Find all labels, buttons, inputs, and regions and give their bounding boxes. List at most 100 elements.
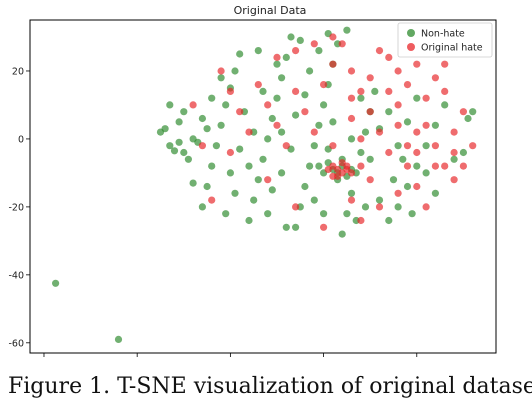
point-non-hate	[208, 162, 216, 170]
point-non-hate	[301, 91, 309, 99]
point-non-hate	[347, 135, 356, 143]
point-non-hate	[422, 169, 430, 177]
point-original-hate	[394, 101, 402, 109]
point-non-hate	[259, 155, 267, 163]
point-non-hate	[338, 230, 346, 238]
point-original-hate	[375, 47, 384, 55]
y-tick-label: -40	[8, 270, 24, 281]
point-original-hate	[347, 196, 356, 204]
point-non-hate	[264, 135, 272, 143]
point-non-hate	[217, 74, 225, 82]
point-original-hate	[450, 148, 458, 157]
legend: Non-hate Original hate	[397, 22, 493, 58]
scatter-chart: Original Data -60 -40 -20 0 20 -60 -40 -20 0 20 N…	[8, 4, 497, 370]
point-original-hate	[357, 135, 365, 143]
point-original-hate	[422, 121, 430, 129]
legend-marker-non-hate	[407, 29, 415, 37]
legend-label-non-hate: Non-hate	[421, 29, 465, 40]
point-original-hate	[375, 203, 384, 211]
point-original-hate	[413, 60, 421, 68]
point-original-hate	[329, 60, 337, 68]
point-non-hate	[361, 203, 370, 211]
point-non-hate	[226, 169, 234, 177]
point-original-hate	[189, 101, 197, 109]
point-non-hate	[184, 155, 192, 163]
point-non-hate	[357, 94, 365, 102]
point-original-hate	[385, 87, 393, 95]
point-original-hate	[329, 142, 337, 150]
point-non-hate	[371, 87, 379, 95]
point-original-hate	[264, 101, 272, 109]
point-non-hate	[399, 155, 407, 163]
point-original-hate	[459, 108, 467, 116]
point-non-hate	[310, 196, 318, 204]
point-non-hate	[236, 50, 244, 58]
point-original-hate	[366, 176, 374, 184]
point-original-hate	[320, 223, 328, 231]
point-non-hate	[222, 101, 230, 109]
point-non-hate	[287, 33, 295, 41]
point-original-hate	[441, 60, 449, 68]
point-non-hate	[292, 223, 300, 231]
point-non-hate	[231, 67, 239, 75]
plot-area	[29, 19, 497, 354]
point-non-hate	[320, 101, 328, 109]
point-original-hate	[366, 74, 374, 82]
point-non-hate	[282, 223, 290, 231]
point-original-hate	[403, 162, 412, 170]
point-non-hate	[217, 121, 225, 129]
point-original-hate	[343, 162, 351, 170]
point-non-hate	[464, 114, 472, 123]
x-tick-label: -40	[129, 359, 145, 360]
x-tick-label: -60	[36, 359, 52, 360]
point-non-hate	[389, 176, 398, 184]
point-non-hate	[203, 125, 211, 133]
point-original-hate	[347, 94, 356, 102]
point-original-hate	[347, 67, 356, 75]
point-original-hate	[431, 162, 439, 170]
point-original-hate	[441, 162, 449, 170]
point-original-hate	[375, 128, 384, 136]
point-original-hate	[450, 176, 458, 184]
point-original-hate	[347, 114, 356, 123]
point-non-hate	[175, 138, 183, 146]
chart-title: Original Data	[234, 4, 307, 17]
point-non-hate	[394, 203, 402, 211]
point-non-hate	[208, 94, 216, 102]
point-original-hate	[310, 40, 318, 48]
point-non-hate	[441, 101, 449, 109]
point-non-hate	[198, 203, 206, 211]
point-original-hate	[329, 172, 337, 180]
point-non-hate	[175, 118, 183, 126]
point-non-hate	[180, 108, 188, 116]
point-non-hate	[282, 53, 290, 62]
point-non-hate	[259, 87, 267, 95]
point-non-hate	[166, 142, 174, 150]
point-original-hate	[422, 203, 430, 211]
point-non-hate	[413, 162, 421, 170]
point-non-hate	[250, 196, 258, 204]
point-non-hate	[343, 26, 351, 34]
point-original-hate	[431, 74, 439, 82]
point-original-hate	[236, 108, 244, 116]
point-non-hate	[315, 162, 323, 170]
point-non-hate	[361, 128, 370, 136]
point-non-hate	[315, 47, 323, 55]
point-original-hate	[310, 128, 318, 136]
point-non-hate	[459, 148, 467, 157]
point-original-hate	[245, 128, 253, 136]
point-non-hate	[347, 189, 356, 197]
point-original-hate	[394, 189, 402, 197]
point-non-hate	[203, 182, 211, 191]
point-original-hate	[394, 121, 402, 129]
point-original-hate	[357, 216, 365, 225]
figure-caption: Figure 1. T-SNE visualization of origina…	[8, 374, 532, 399]
point-non-hate	[403, 182, 412, 191]
point-original-hate	[292, 87, 300, 95]
point-non-hate	[222, 210, 230, 218]
point-non-hate	[254, 47, 262, 55]
point-original-hate	[273, 53, 281, 62]
point-non-hate	[422, 142, 430, 150]
point-non-hate	[189, 179, 197, 187]
legend-label-original-hate: Original hate	[421, 43, 483, 54]
